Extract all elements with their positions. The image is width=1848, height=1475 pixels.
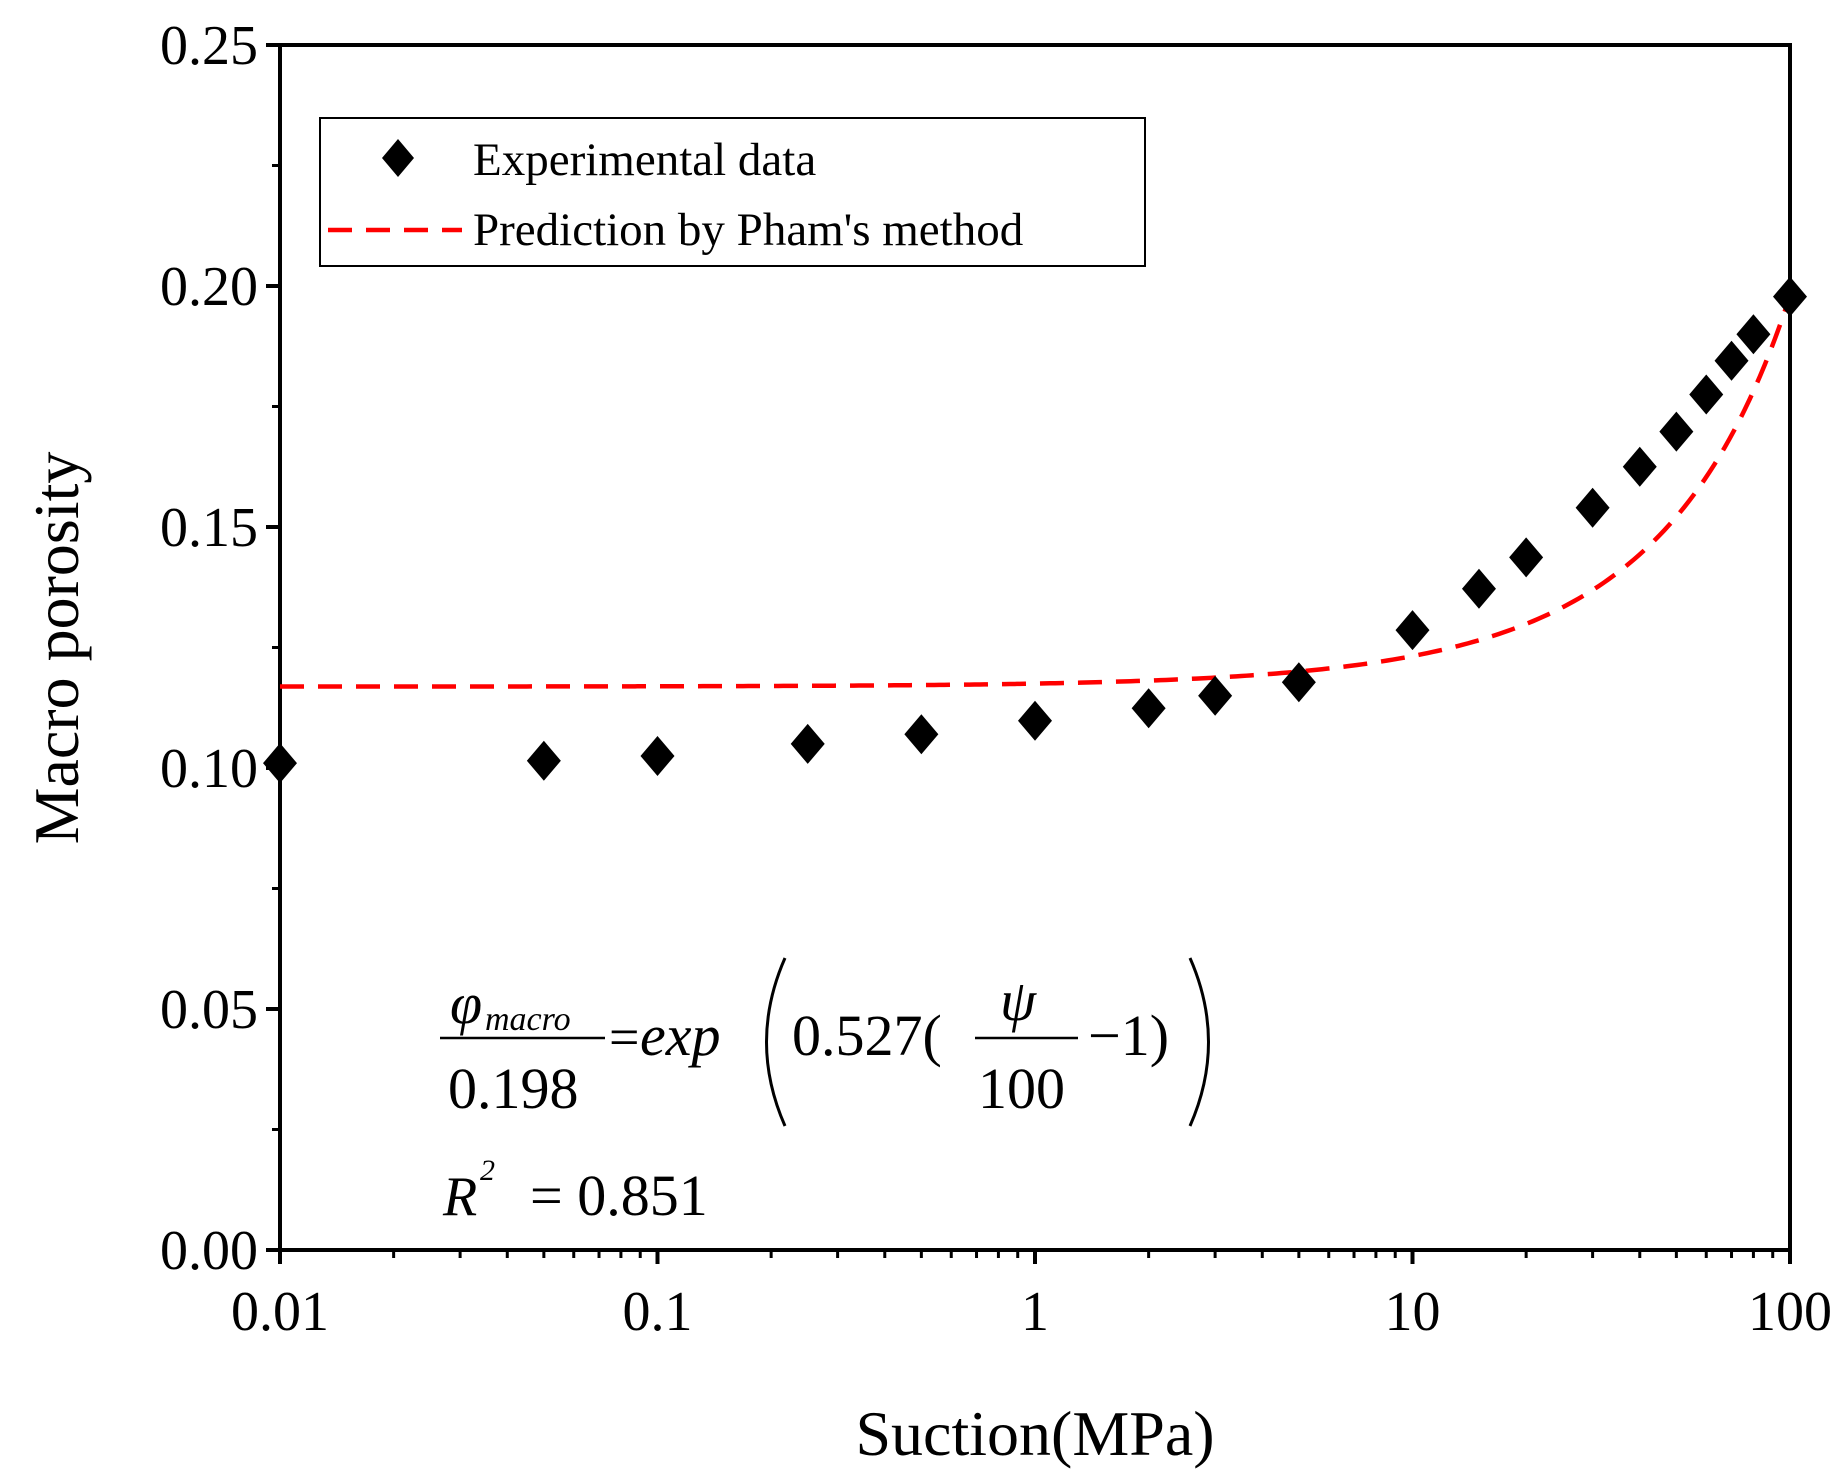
legend-label-prediction: Prediction by Pham's method bbox=[473, 204, 1023, 256]
equation-tail: −1) bbox=[1088, 1003, 1169, 1068]
equation-phi-subscript: macro bbox=[485, 1001, 571, 1038]
experimental-points bbox=[263, 276, 1807, 784]
experimental-data-point bbox=[1281, 662, 1316, 703]
x-tick-label: 0.01 bbox=[231, 1281, 329, 1343]
experimental-data-point bbox=[1773, 276, 1807, 317]
equation-inner-denominator: 100 bbox=[978, 1056, 1065, 1121]
r-squared-exponent: 2 bbox=[480, 1154, 495, 1187]
y-axis: 0.00 0.05 0.10 0.15 0.20 0.25 bbox=[160, 15, 280, 1282]
y-tick-label: 0.20 bbox=[160, 256, 258, 318]
experimental-data-point bbox=[1736, 314, 1771, 355]
y-tick-label: 0.05 bbox=[160, 979, 258, 1041]
equation-equals: = bbox=[609, 1007, 639, 1067]
x-tick-label: 10 bbox=[1385, 1281, 1441, 1343]
equation-psi: ψ bbox=[1000, 968, 1037, 1033]
legend-box bbox=[319, 117, 1146, 267]
experimental-data-point bbox=[1575, 487, 1610, 528]
equation-denominator: 0.198 bbox=[448, 1056, 579, 1121]
equation-exp: exp bbox=[640, 1003, 721, 1068]
experimental-data-point bbox=[526, 740, 561, 781]
x-tick-label: 1 bbox=[1021, 1281, 1049, 1343]
experimental-data-point bbox=[1131, 688, 1166, 729]
legend-diamond-marker bbox=[382, 139, 414, 177]
y-tick-label: 0.15 bbox=[160, 497, 258, 559]
x-axis: 0.01 0.1 1 10 100 bbox=[231, 1250, 1832, 1343]
experimental-data-point bbox=[790, 723, 825, 764]
equation-annotation: φ macro 0.198 = exp 0.527( ψ 100 −1) R 2… bbox=[440, 957, 1210, 1228]
experimental-data-point bbox=[1714, 340, 1749, 381]
y-tick-label: 0.00 bbox=[160, 1220, 258, 1282]
legend-label-experimental: Experimental data bbox=[473, 134, 816, 186]
equation-right-paren bbox=[1188, 957, 1210, 1127]
x-tick-label: 100 bbox=[1748, 1281, 1832, 1343]
equation-phi: φ bbox=[450, 971, 482, 1036]
r-squared-value: = 0.851 bbox=[530, 1163, 708, 1228]
equation-coefficient: 0.527( bbox=[792, 1003, 942, 1068]
experimental-data-point bbox=[1659, 411, 1694, 452]
experimental-data-point bbox=[904, 714, 939, 755]
experimental-data-point bbox=[1198, 675, 1233, 716]
prediction-line bbox=[280, 294, 1793, 689]
experimental-data-point bbox=[1018, 700, 1052, 741]
x-axis-title: Suction(MPa) bbox=[855, 1398, 1214, 1469]
equation-left-paren bbox=[765, 957, 787, 1127]
y-axis-title: Macro porosity bbox=[21, 452, 92, 845]
experimental-data-point bbox=[1461, 568, 1496, 609]
experimental-data-point bbox=[640, 735, 675, 776]
x-tick-label: 0.1 bbox=[623, 1281, 693, 1343]
r-squared-symbol: R bbox=[442, 1166, 477, 1228]
y-tick-label: 0.10 bbox=[160, 738, 258, 800]
y-tick-label: 0.25 bbox=[160, 15, 258, 77]
experimental-data-point bbox=[263, 743, 297, 784]
experimental-data-point bbox=[1509, 537, 1544, 578]
experimental-data-point bbox=[1689, 374, 1724, 415]
experimental-data-point bbox=[1622, 446, 1657, 487]
experimental-data-point bbox=[1395, 610, 1430, 651]
legend: Experimental data Prediction by Pham's m… bbox=[319, 117, 1146, 267]
